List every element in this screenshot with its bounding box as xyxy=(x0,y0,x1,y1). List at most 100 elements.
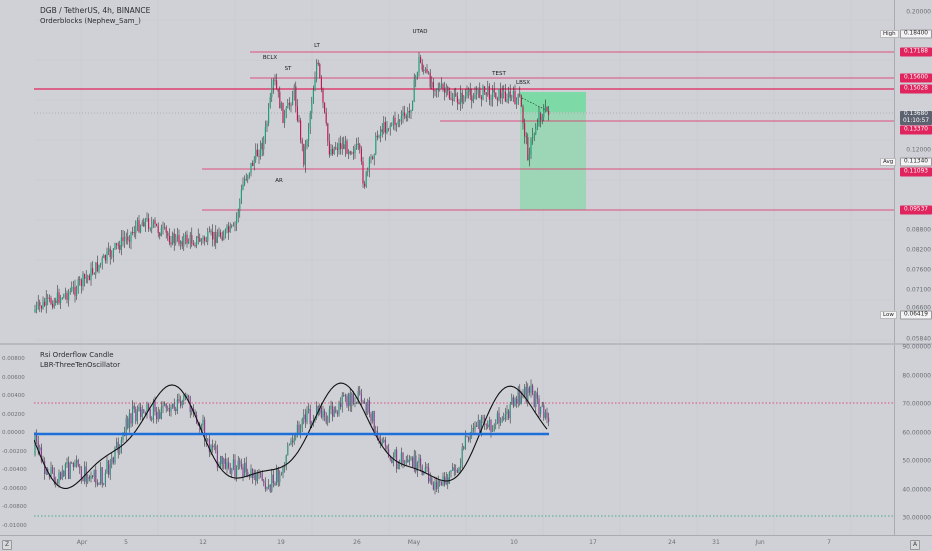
candle-body xyxy=(119,244,121,250)
candle-body xyxy=(157,226,159,233)
osc-candle xyxy=(58,472,60,484)
osc-candle xyxy=(96,483,98,485)
osc-candle xyxy=(167,408,169,409)
indicator-title[interactable]: Orderblocks (Nephew_Sam_) xyxy=(40,17,141,25)
candle-body xyxy=(253,159,255,166)
candle-body xyxy=(223,235,225,241)
candle-body xyxy=(530,139,532,155)
osc-candle xyxy=(540,406,542,415)
candle-body xyxy=(512,91,514,96)
osc-candle xyxy=(458,467,460,473)
oscillator-left-axis[interactable]: 0.00800 0.00600 0.00400 0.00200 0.00000 -0.00… xyxy=(0,345,34,535)
oscillator-canvas[interactable] xyxy=(34,345,894,535)
osc-candle xyxy=(383,439,385,442)
osc-candle xyxy=(367,400,369,413)
oscillator-left-tick: 0.00000 xyxy=(2,430,25,436)
oscillator-right-tick: 90.00000 xyxy=(902,343,931,351)
candle-body xyxy=(413,79,415,102)
oscillator-right-tick: 50.00000 xyxy=(902,457,931,465)
candle-body xyxy=(149,228,151,230)
candle-body xyxy=(524,123,526,136)
osc-candle xyxy=(66,461,68,464)
price-plot[interactable] xyxy=(34,0,894,343)
osc-candle xyxy=(384,439,386,446)
osc-candle xyxy=(365,402,367,413)
osc-candle xyxy=(452,467,454,471)
candle-body xyxy=(300,120,302,141)
osc-candle xyxy=(388,449,390,458)
osc-candle xyxy=(144,412,146,415)
auto-scale-button[interactable]: A xyxy=(910,540,920,550)
osc-candle xyxy=(436,481,438,490)
candle-body xyxy=(237,211,239,217)
time-tick-label: May xyxy=(407,539,421,546)
osc-candle xyxy=(455,470,457,472)
osc-candle xyxy=(120,439,122,450)
symbol-title[interactable]: DGB / TetherUS, 4h, BINANCE xyxy=(40,6,151,15)
oscillator-plot[interactable] xyxy=(34,345,894,535)
osc-candle xyxy=(268,484,270,487)
candle-body xyxy=(448,91,450,99)
candle-body xyxy=(156,223,158,227)
candle-body xyxy=(194,245,196,246)
candle-body xyxy=(480,96,482,100)
price-chart-canvas[interactable] xyxy=(34,0,894,343)
candle-body xyxy=(317,62,319,65)
osc-candle xyxy=(389,457,391,460)
candle-body xyxy=(431,81,433,88)
osc-candle xyxy=(301,419,303,428)
osc-candle xyxy=(516,398,518,404)
zoom-corner-button[interactable]: Z xyxy=(2,540,12,550)
osc-candle xyxy=(404,463,406,464)
candle-body xyxy=(439,86,441,90)
time-tick-label: 5 xyxy=(124,539,128,546)
osc-candle xyxy=(154,401,156,412)
osc-candle xyxy=(368,400,370,414)
candle-body xyxy=(100,263,102,265)
oscillator-title[interactable]: Rsi Orderflow Candle xyxy=(40,351,114,359)
osc-candle xyxy=(69,463,71,479)
candle-body xyxy=(501,92,503,99)
oscillator-subtitle[interactable]: LBR-ThreeTenOscillator xyxy=(40,361,121,369)
pane-separator[interactable] xyxy=(0,343,932,345)
osc-candle xyxy=(100,467,102,484)
main-chart-pane[interactable]: 0.20000 0.12000 0.08800 0.08200 0.07600 0.071… xyxy=(0,0,932,343)
candle-body xyxy=(58,292,60,303)
osc-candle xyxy=(364,401,366,403)
oscillator-right-axis[interactable]: 90.00000 80.00000 70.00000 60.00000 50.00000… xyxy=(894,343,932,535)
osc-candle xyxy=(244,462,246,477)
candle-body xyxy=(357,143,359,145)
candle-body xyxy=(200,239,202,242)
osc-candle xyxy=(90,475,92,479)
avg-label: Avg xyxy=(880,158,897,166)
candle-body xyxy=(98,264,100,272)
osc-candle xyxy=(448,472,450,484)
candle-body xyxy=(296,106,298,121)
osc-candle xyxy=(479,420,481,435)
candle-body xyxy=(92,268,94,274)
candle-body xyxy=(376,135,378,137)
candle-body xyxy=(394,117,396,125)
candle-body xyxy=(440,84,442,87)
candle-body xyxy=(360,148,362,162)
osc-candle xyxy=(472,428,474,430)
osc-candle xyxy=(36,433,38,442)
candle-body xyxy=(232,224,234,226)
candle-body xyxy=(146,218,148,220)
osc-candle xyxy=(293,438,295,443)
high-value-tag: 0.18400 xyxy=(900,29,932,39)
candle-body xyxy=(304,146,306,165)
price-axis[interactable]: 0.20000 0.12000 0.08800 0.08200 0.07600 0.071… xyxy=(894,0,932,343)
osc-candle xyxy=(64,463,66,477)
candle-body xyxy=(207,231,209,242)
candle-body xyxy=(88,275,90,281)
oscillator-pane[interactable]: 0.00800 0.00600 0.00400 0.00200 0.00000 -0.00… xyxy=(0,343,932,535)
osc-candle xyxy=(466,435,468,437)
time-axis[interactable]: Z A Apr 5 12 19 26 May 10 17 24 31 Jun 7 xyxy=(0,535,932,551)
candle-body xyxy=(404,112,406,116)
osc-candle xyxy=(541,405,543,407)
candle-body xyxy=(493,89,495,93)
target-zone xyxy=(520,112,586,210)
osc-candle xyxy=(316,406,318,418)
osc-candle xyxy=(205,438,207,442)
